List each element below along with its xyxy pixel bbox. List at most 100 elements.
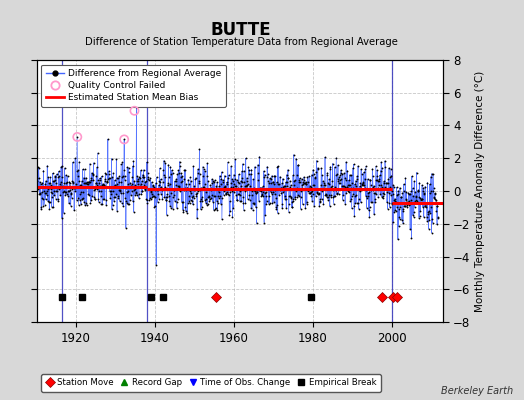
Point (71, 188, 80, 194)
Point (335, 177, 344, 183)
Point (161, 160, 170, 166)
Point (283, 174, 292, 181)
Point (124, 180, 133, 187)
Point (219, 179, 227, 186)
Point (341, 200, 350, 207)
Point (65, 200, 73, 206)
Point (157, 184, 166, 190)
Point (68, 194, 76, 201)
Point (414, 187, 422, 194)
Point (417, 197, 425, 203)
Point (387, 172, 396, 179)
Point (159, 179, 167, 185)
Point (127, 188, 136, 194)
Point (425, 181, 434, 188)
Point (376, 191, 385, 197)
Point (377, 194, 386, 200)
Point (136, 181, 145, 187)
Point (240, 168, 248, 174)
Point (80, 180, 89, 186)
Point (423, 214, 431, 220)
Point (364, 207, 373, 214)
Point (47, 186, 55, 193)
Point (64, 193, 72, 199)
Point (400, 203, 409, 209)
Point (180, 187, 188, 194)
Point (346, 198, 354, 204)
Point (149, 193, 158, 199)
Point (58, 173, 67, 180)
Point (286, 193, 294, 199)
Point (374, 185, 382, 191)
Point (123, 164, 132, 170)
Point (85, 191, 94, 198)
Point (424, 211, 432, 217)
Point (413, 188, 422, 195)
Point (320, 182, 328, 189)
Point (285, 201, 293, 208)
Point (290, 152, 298, 158)
Point (374, 178, 383, 185)
Point (206, 182, 214, 188)
Point (333, 190, 341, 196)
Point (83, 202, 91, 208)
Point (208, 180, 216, 186)
Point (128, 174, 137, 180)
Point (37, 180, 45, 187)
Point (110, 183, 118, 190)
Point (63, 173, 72, 180)
Point (177, 178, 185, 185)
Point (124, 164, 133, 171)
Point (430, 184, 438, 191)
Point (194, 188, 203, 195)
Point (411, 198, 419, 204)
Point (389, 182, 398, 188)
Point (401, 203, 409, 210)
Point (188, 198, 196, 204)
Point (80, 174, 88, 181)
Point (127, 192, 135, 198)
Point (316, 199, 324, 206)
Point (265, 193, 273, 199)
Point (335, 173, 344, 180)
Point (264, 171, 272, 177)
Point (105, 170, 113, 177)
Point (181, 204, 190, 210)
Point (287, 195, 295, 201)
Point (278, 205, 286, 211)
Point (69, 159, 77, 166)
Point (265, 180, 274, 186)
Point (201, 180, 210, 187)
Point (97, 188, 105, 195)
Point (133, 173, 141, 180)
Point (254, 176, 262, 183)
Point (170, 186, 178, 193)
Point (247, 166, 256, 173)
Point (82, 200, 91, 206)
Point (116, 198, 124, 204)
Point (128, 181, 136, 187)
Point (337, 167, 345, 173)
Point (365, 189, 373, 196)
Point (337, 186, 346, 192)
Point (126, 180, 135, 186)
Point (50, 177, 59, 183)
Point (386, 204, 394, 210)
Point (345, 182, 354, 188)
Point (328, 182, 336, 189)
Point (354, 163, 362, 169)
Point (320, 184, 328, 191)
Point (173, 171, 181, 178)
Point (198, 194, 206, 200)
Point (330, 164, 339, 170)
Point (409, 214, 418, 220)
Point (423, 179, 432, 186)
Point (114, 192, 122, 199)
Point (267, 176, 275, 182)
Point (145, 186, 153, 192)
Point (379, 193, 387, 199)
Point (256, 185, 264, 192)
Point (199, 163, 207, 170)
Point (202, 196, 211, 202)
Point (347, 205, 356, 212)
